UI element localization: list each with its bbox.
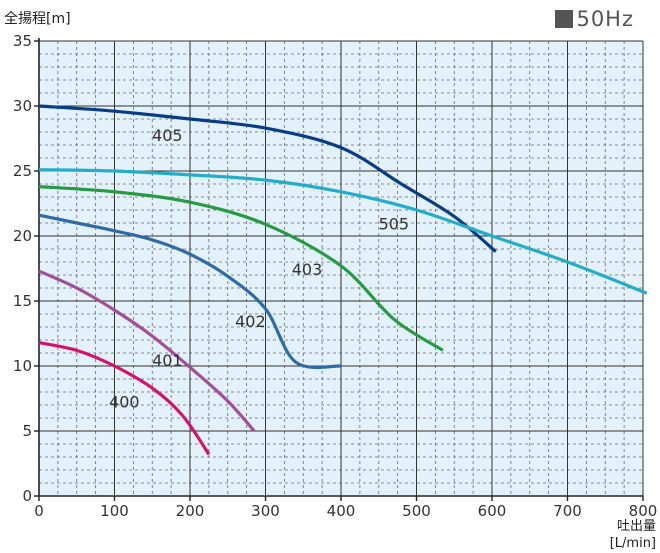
x-tick-label: 800 bbox=[629, 502, 658, 520]
series-label-401: 401 bbox=[152, 351, 183, 370]
y-tick-label: 10 bbox=[13, 357, 32, 375]
x-tick-label: 100 bbox=[100, 502, 129, 520]
x-tick-label: 200 bbox=[176, 502, 205, 520]
series-line-505 bbox=[38, 168, 648, 295]
x-tick-label: 500 bbox=[402, 502, 431, 520]
series-line-402 bbox=[38, 213, 342, 369]
x-tick-label: 300 bbox=[251, 502, 280, 520]
series-line-401 bbox=[38, 269, 256, 433]
series-label-405: 405 bbox=[152, 126, 183, 145]
series-label-505: 505 bbox=[379, 215, 410, 234]
frequency-text: 50Hz bbox=[576, 7, 634, 31]
y-tick-label: 5 bbox=[22, 422, 32, 440]
frequency-label: 50Hz bbox=[555, 7, 634, 31]
x-tick-label: 400 bbox=[327, 502, 356, 520]
y-tick-label: 35 bbox=[13, 32, 32, 50]
series-label-403: 403 bbox=[292, 260, 323, 279]
y-tick-label: 30 bbox=[13, 97, 32, 115]
series-line-400 bbox=[38, 341, 211, 456]
y-tick-label: 0 bbox=[22, 487, 32, 505]
x-axis-title: 吐出量 [L/min] bbox=[610, 518, 656, 552]
x-tick-label: 700 bbox=[553, 502, 582, 520]
series-label-400: 400 bbox=[109, 393, 140, 412]
y-tick-label: 20 bbox=[13, 227, 32, 245]
x-tick-label: 0 bbox=[34, 502, 44, 520]
y-tick-label: 25 bbox=[13, 162, 32, 180]
y-tick-label: 15 bbox=[13, 292, 32, 310]
frequency-square-icon bbox=[555, 10, 574, 28]
series-line-403 bbox=[38, 185, 444, 352]
y-axis-title: 全揚程[m] bbox=[4, 11, 71, 27]
series-label-402: 402 bbox=[235, 312, 266, 331]
x-axis-title-line2: [L/min] bbox=[609, 536, 656, 551]
x-axis-title-line1: 吐出量 bbox=[616, 519, 656, 534]
series-line-405 bbox=[38, 104, 497, 253]
x-tick-label: 600 bbox=[478, 502, 507, 520]
